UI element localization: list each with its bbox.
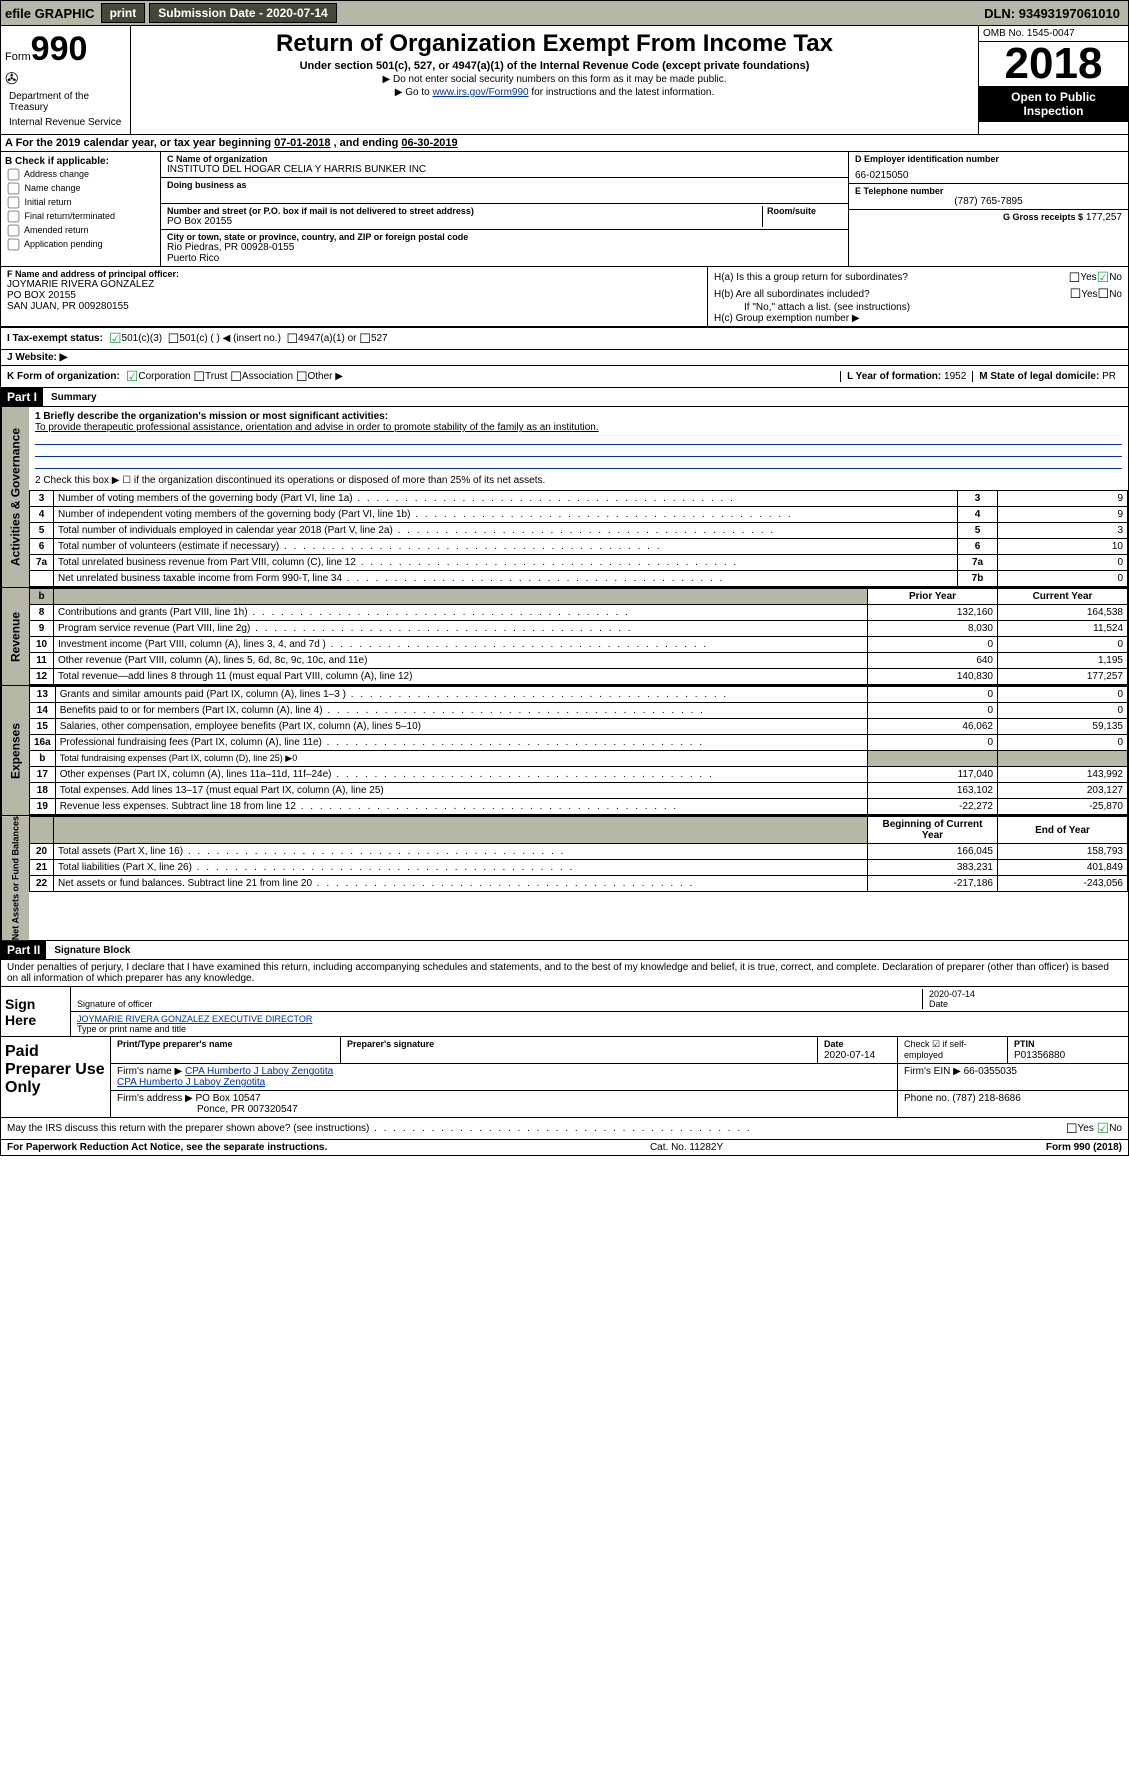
h-c: H(c) Group exemption number ▶ xyxy=(714,313,1122,324)
expenses-table: 13Grants and similar amounts paid (Part … xyxy=(29,686,1128,815)
sign-here-block: Sign Here Signature of officer 2020-07-1… xyxy=(1,987,1128,1037)
row-a-tax-year: A For the 2019 calendar year, or tax yea… xyxy=(1,135,1128,152)
h-b: H(b) Are all subordinates included? ☐Yes… xyxy=(714,286,1122,302)
form-note-1: ▶ Do not enter social security numbers o… xyxy=(137,74,972,85)
cb-initial-return[interactable]: Initial return xyxy=(5,196,156,209)
submission-date-button[interactable]: Submission Date - 2020-07-14 xyxy=(149,3,336,23)
org-city: Rio Piedras, PR 00928-0155 xyxy=(167,242,842,253)
form-number: Form990 xyxy=(5,30,126,69)
top-toolbar: efile GRAPHIC print Submission Date - 20… xyxy=(0,0,1129,26)
activities-governance-section: Activities & Governance 1 Briefly descri… xyxy=(1,407,1128,588)
form-container: Form990 ✇ Department of the Treasury Int… xyxy=(0,26,1129,1156)
gross-receipts: 177,257 xyxy=(1086,212,1122,223)
irs-discuss-row: May the IRS discuss this return with the… xyxy=(1,1118,1128,1140)
org-country: Puerto Rico xyxy=(167,253,842,264)
expenses-section: Expenses 13Grants and similar amounts pa… xyxy=(1,686,1128,816)
form-header: Form990 ✇ Department of the Treasury Int… xyxy=(1,26,1128,135)
block-f-h: F Name and address of principal officer:… xyxy=(1,267,1128,327)
cb-amended[interactable]: Amended return xyxy=(5,224,156,237)
dept-irs: Internal Revenue Service xyxy=(5,115,126,130)
paid-preparer-block: Paid Preparer Use Only Print/Type prepar… xyxy=(1,1037,1128,1118)
phone-value: (787) 765-7895 xyxy=(855,196,1122,207)
form-title: Return of Organization Exempt From Incom… xyxy=(137,30,972,58)
governance-table: 3Number of voting members of the governi… xyxy=(29,490,1128,587)
form-subtitle: Under section 501(c), 527, or 4947(a)(1)… xyxy=(137,60,972,72)
ein-value: 66-0215050 xyxy=(855,170,1122,181)
part-1-header: Part I Summary xyxy=(1,388,1128,407)
form-note-2: ▶ Go to www.irs.gov/Form990 for instruct… xyxy=(137,87,972,98)
form-footer: For Paperwork Reduction Act Notice, see … xyxy=(1,1140,1128,1155)
cb-app-pending[interactable]: Application pending xyxy=(5,238,156,251)
revenue-section: Revenue bPrior YearCurrent Year 8Contrib… xyxy=(1,588,1128,686)
section-d-e-g: D Employer identification number 66-0215… xyxy=(848,152,1128,266)
org-name: INSTITUTO DEL HOGAR CELIA Y HARRIS BUNKE… xyxy=(167,164,842,175)
cb-address-change[interactable]: Address change xyxy=(5,168,156,181)
officer-signature-link[interactable]: JOYMARIE RIVERA GONZALEZ EXECUTIVE DIREC… xyxy=(77,1014,312,1024)
efile-label: efile GRAPHIC xyxy=(5,6,95,21)
revenue-table: bPrior YearCurrent Year 8Contributions a… xyxy=(29,588,1128,685)
h-a: H(a) Is this a group return for subordin… xyxy=(714,269,1122,286)
mission-text: To provide therapeutic professional assi… xyxy=(35,422,1122,433)
perjury-statement: Under penalties of perjury, I declare th… xyxy=(1,960,1128,987)
net-assets-table: Beginning of Current YearEnd of Year 20T… xyxy=(29,816,1128,892)
block-b-through-g: B Check if applicable: Address change Na… xyxy=(1,152,1128,267)
cb-final-return[interactable]: Final return/terminated xyxy=(5,210,156,223)
dln-label: DLN: 93493197061010 xyxy=(984,6,1120,21)
open-public-badge: Open to Public Inspection xyxy=(979,86,1128,122)
row-i-tax-status: I Tax-exempt status: ☑ 501(c)(3) ☐ 501(c… xyxy=(1,327,1128,350)
row-j-website: J Website: ▶ xyxy=(1,350,1128,366)
print-button[interactable]: print xyxy=(101,3,146,23)
row-k-l-m: K Form of organization: ☑ Corporation ☐ … xyxy=(1,366,1128,388)
section-b-checkboxes: B Check if applicable: Address change Na… xyxy=(1,152,161,266)
part-2-header: Part II Signature Block xyxy=(1,941,1128,960)
net-assets-section: Net Assets or Fund Balances Beginning of… xyxy=(1,816,1128,941)
cb-name-change[interactable]: Name change xyxy=(5,182,156,195)
section-c-org-info: C Name of organization INSTITUTO DEL HOG… xyxy=(161,152,848,266)
officer-name: JOYMARIE RIVERA GONZALEZ xyxy=(7,279,701,290)
tax-year: 2018 xyxy=(979,42,1128,86)
org-address: PO Box 20155 xyxy=(167,216,762,227)
irs-link[interactable]: www.irs.gov/Form990 xyxy=(432,87,528,98)
dept-treasury: Department of the Treasury xyxy=(5,89,126,115)
